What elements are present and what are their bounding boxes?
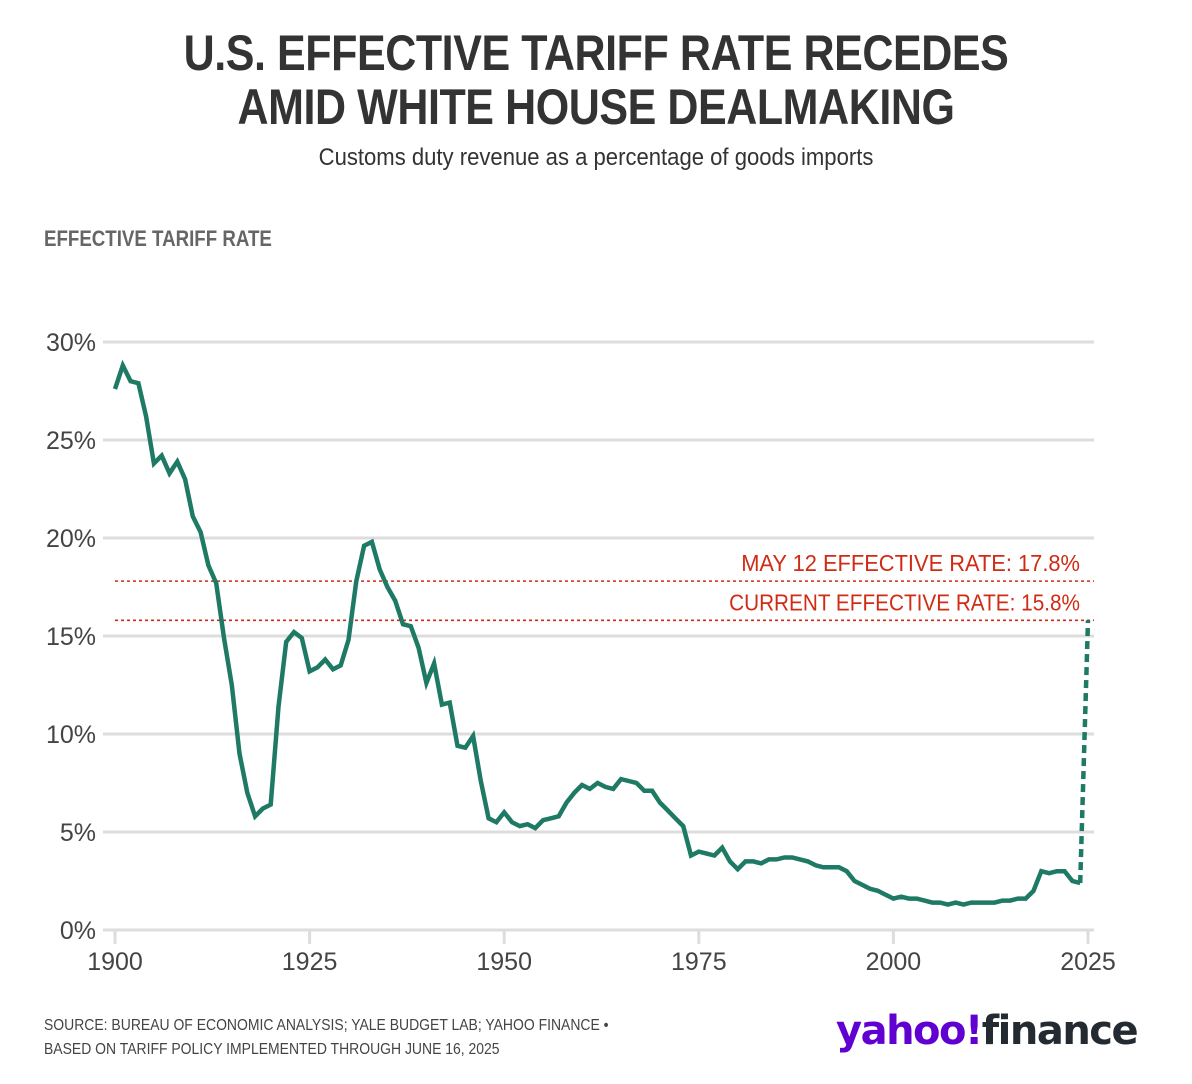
x-tick-label: 2000 — [866, 948, 922, 976]
chart-title-line-1: U.S. EFFECTIVE TARIFF RATE RECEDES — [183, 25, 1009, 81]
x-tick-label: 1925 — [282, 948, 338, 976]
logo-yahoo-text: yahoo! — [836, 1008, 983, 1054]
chart-title: U.S. EFFECTIVE TARIFF RATE RECEDES AMID … — [83, 26, 1108, 134]
source-line-1: SOURCE: BUREAU OF ECONOMIC ANALYSIS; YAL… — [44, 1017, 609, 1034]
y-tick-label: 25% — [46, 427, 96, 455]
series-group — [112, 359, 1091, 907]
chart-subtitle: Customs duty revenue as a percentage of … — [318, 144, 874, 171]
projected-series-line — [1077, 620, 1091, 884]
yahoo-finance-logo: yahoo!finance — [836, 1008, 1139, 1054]
y-tick-label: 15% — [46, 623, 96, 651]
reference-label: MAY 12 EFFECTIVE RATE: 17.8% — [741, 550, 1080, 576]
y-tick-label: 30% — [46, 329, 96, 357]
source-line-2: BASED ON TARIFF POLICY IMPLEMENTED THROU… — [44, 1041, 500, 1058]
y-tick-label: 20% — [46, 525, 96, 553]
reference-label: CURRENT EFFECTIVE RATE: 15.8% — [729, 589, 1080, 615]
y-tick-label: 10% — [46, 721, 96, 749]
y-axis-title: EFFECTIVE TARIFF RATE — [44, 226, 272, 251]
x-tick-label: 1950 — [476, 948, 532, 976]
logo-finance-text: finance — [981, 1008, 1139, 1054]
source-note: SOURCE: BUREAU OF ECONOMIC ANALYSIS; YAL… — [44, 1014, 609, 1062]
line-chart: 0% 5% 10% 15% 20% 25% 30% 1900 1925 1950 1975 2000… — [46, 329, 1116, 976]
gridlines — [103, 340, 1094, 932]
chart-title-line-2: AMID WHITE HOUSE DEALMAKING — [237, 79, 955, 135]
x-tick-label: 1975 — [671, 948, 727, 976]
reference-lines: MAY 12 EFFECTIVE RATE: 17.8% CURRENT EFFE… — [115, 550, 1094, 622]
x-axis-ticks: 1900 1925 1950 1975 2000 2025 — [87, 930, 1116, 976]
y-axis-ticks: 0% 5% 10% 15% 20% 25% 30% — [46, 329, 96, 945]
x-tick-label: 2025 — [1060, 948, 1116, 976]
y-tick-label: 5% — [60, 819, 96, 847]
x-tick-label: 1900 — [87, 948, 143, 976]
y-tick-label: 0% — [60, 917, 96, 945]
